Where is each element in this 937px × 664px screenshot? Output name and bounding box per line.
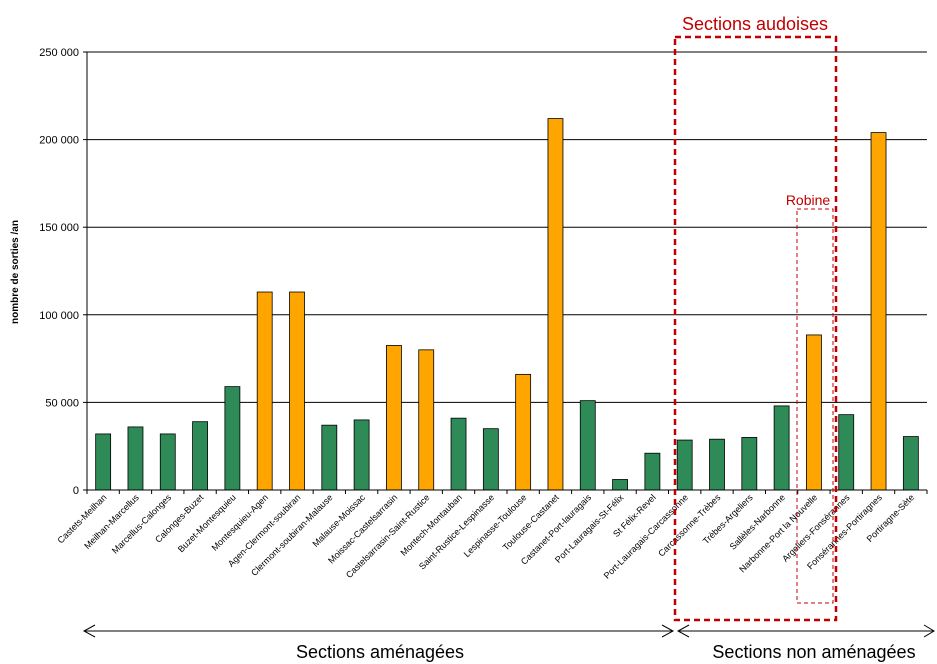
x-category-label: Montesquieu-Agen [210, 492, 271, 553]
x-category-label: Marcellus-Calonges [110, 492, 174, 556]
sections-non-amenagees-label: Sections non aménagées [712, 642, 915, 662]
sections-amenagees-label: Sections aménagées [296, 642, 464, 662]
bar [773, 405, 790, 491]
bar [418, 349, 435, 491]
y-tick-label: 50 000 [45, 397, 79, 409]
bar [612, 479, 628, 491]
bar [159, 433, 176, 491]
bar [579, 400, 596, 491]
bar [838, 414, 855, 491]
x-category-label: Buzet-Montesquieu [176, 492, 238, 554]
y-tick-label: 150 000 [39, 222, 79, 234]
sections-audoises-box [673, 35, 838, 622]
bar [806, 334, 822, 491]
x-category-label: Carcassonne-Trèbes [656, 492, 723, 559]
bar [450, 417, 467, 491]
bar [676, 439, 693, 491]
bar [547, 118, 564, 491]
robine-label: Robine [786, 192, 831, 208]
bar [870, 132, 887, 491]
y-axis-ticks: 0 50 000 100 000 150 000 200 000 250 000 [39, 47, 88, 497]
bar [192, 421, 208, 491]
bars [95, 118, 919, 491]
bar [127, 426, 144, 491]
x-category-label: Sallèles-Narbonne [728, 492, 787, 551]
bar [902, 436, 919, 491]
bar [644, 452, 661, 491]
bar [321, 424, 338, 491]
y-tick-label: 200 000 [39, 135, 79, 147]
bar [515, 373, 532, 491]
x-category-label: Toulouse-Castanet [501, 492, 561, 552]
y-tick-label: 250 000 [39, 47, 79, 59]
sections-amenagees-arrow [82, 624, 675, 638]
x-category-label: Lespinasse-Toulouse [462, 492, 529, 559]
y-tick-label: 100 000 [39, 310, 79, 322]
sections-audoises-label: Sections audoises [682, 14, 828, 34]
bar [741, 437, 758, 491]
bar [386, 345, 402, 491]
bar [256, 291, 273, 491]
bar [95, 433, 112, 491]
x-category-label: Montech-Montauban [399, 492, 464, 557]
x-category-label: Meilhan-Marcellus [82, 492, 141, 551]
bar [482, 428, 499, 491]
y-tick-label: 0 [73, 485, 79, 497]
bar [289, 291, 305, 491]
y-axis-label: nombre de sorties /an [10, 220, 21, 324]
gridlines [87, 51, 927, 403]
robine-box [796, 208, 834, 604]
bar [224, 386, 241, 491]
x-axis-ticks [86, 490, 928, 494]
bar [353, 419, 370, 491]
sections-non-amenagees-arrow [676, 624, 935, 638]
bar [709, 438, 725, 491]
x-axis-category-labels: Castets-MeilhanMeilhan-MarcellusMarcellu… [56, 492, 917, 581]
